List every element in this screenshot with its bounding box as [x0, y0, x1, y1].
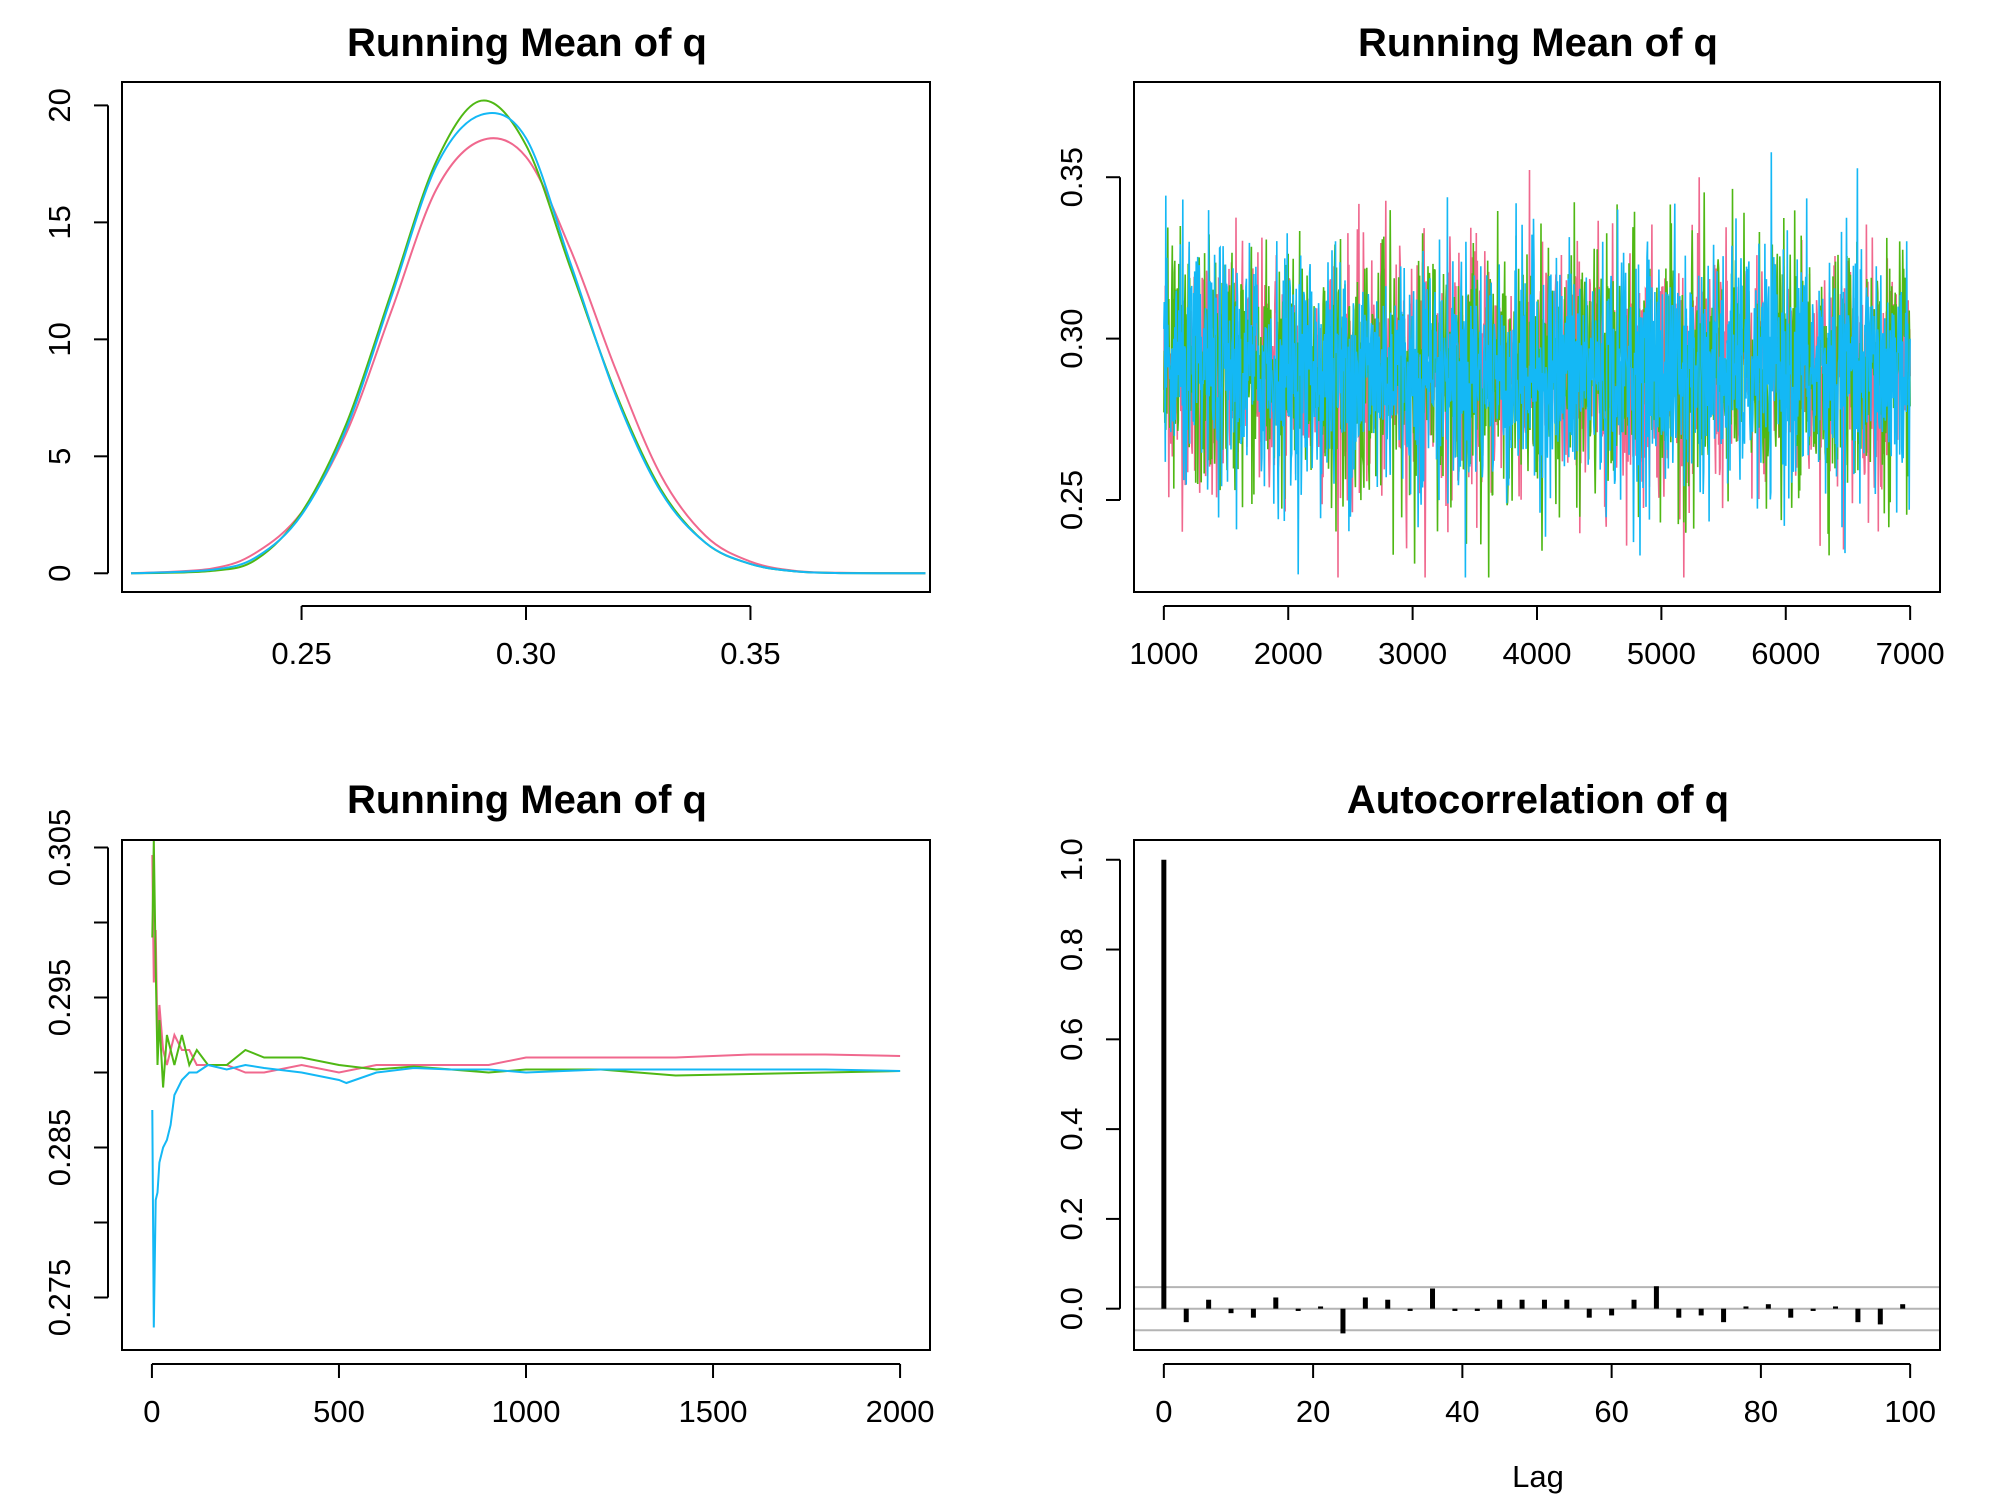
- panel-density: Running Mean of q 0.25 0.30 0.35 0 5 10 15 20: [42, 21, 931, 671]
- x-tick-label: 2000: [866, 1394, 935, 1429]
- y-tick-label: 0.2: [1054, 1197, 1089, 1240]
- y-tick-label: 0.0: [1054, 1287, 1089, 1330]
- x-tick-label: 60: [1594, 1394, 1628, 1429]
- x-tick-label: 4000: [1503, 636, 1572, 671]
- trace-plot-frame: [1133, 81, 1941, 593]
- y-tick-label: 1.0: [1054, 838, 1089, 881]
- autocorrelation-plot-title: Autocorrelation of q: [1347, 778, 1729, 822]
- x-tick-label: 2000: [1254, 636, 1323, 671]
- density-line-chain-2: [130, 99, 926, 575]
- y-tick-label: 0.305: [42, 809, 77, 887]
- running-mean-series-group: [151, 839, 901, 1328]
- y-tick-label: 0.25: [1054, 470, 1089, 530]
- density-x-axis: 0.25 0.30 0.35: [271, 605, 781, 671]
- running-mean-x-axis: 0 500 1000 1500 2000: [143, 1363, 935, 1429]
- y-tick-label: 0.4: [1054, 1108, 1089, 1151]
- x-tick-label: 1500: [679, 1394, 748, 1429]
- x-tick-label: 80: [1744, 1394, 1778, 1429]
- autocorrelation-bars: [1161, 859, 1906, 1334]
- y-tick-label: 10: [42, 322, 77, 356]
- x-tick-label: 1000: [1129, 636, 1198, 671]
- running-mean-line-chain-2: [151, 839, 901, 1088]
- x-tick-label: 3000: [1378, 636, 1447, 671]
- x-tick-label: 100: [1884, 1394, 1936, 1429]
- x-tick-label: 0: [143, 1394, 160, 1429]
- x-tick-label: 5000: [1627, 636, 1696, 671]
- panel-trace: Running Mean of q 1000 2000 3000 4000 5000 60…: [1054, 21, 1945, 671]
- density-line-chain-1: [130, 137, 926, 575]
- x-tick-label: 7000: [1876, 636, 1945, 671]
- x-tick-label: 20: [1296, 1394, 1330, 1429]
- confidence-band-lines: [1134, 1286, 1940, 1332]
- trace-x-axis: 1000 2000 3000 4000 5000 6000 7000: [1129, 605, 1945, 671]
- running-mean-line-chain-3: [151, 1063, 901, 1328]
- x-tick-label: 6000: [1751, 636, 1820, 671]
- y-tick-label: 0: [42, 565, 77, 582]
- y-tick-label: 0.295: [42, 959, 77, 1037]
- running-mean-plot-frame: [121, 839, 931, 1351]
- density-y-axis: 0 5 10 15 20: [42, 88, 109, 582]
- x-tick-label: 500: [313, 1394, 365, 1429]
- y-tick-label: 0.30: [1054, 308, 1089, 368]
- autocorrelation-x-axis: 0 20 40 60 80 100: [1155, 1363, 1936, 1429]
- trace-line-chain-3: [1163, 152, 1911, 578]
- x-tick-label: 0.35: [720, 636, 780, 671]
- panel-running-mean: Running Mean of q 0 500 1000 1500 2000 0.275…: [42, 778, 935, 1429]
- density-line-chain-3: [130, 111, 926, 575]
- lag-axis-label: Lag: [1512, 1459, 1564, 1494]
- x-tick-label: 0.25: [271, 636, 331, 671]
- running-mean-plot-title: Running Mean of q: [347, 778, 707, 822]
- trace-y-axis: 0.25 0.30 0.35: [1054, 147, 1121, 530]
- x-tick-label: 0: [1155, 1394, 1172, 1429]
- running-mean-line-chain-1: [151, 854, 901, 1074]
- running-mean-y-axis: 0.275 0.285 0.295 0.305: [42, 809, 109, 1337]
- density-series-group: [130, 99, 926, 575]
- autocorrelation-plot-frame: [1133, 839, 1941, 1351]
- density-plot-title: Running Mean of q: [347, 21, 707, 65]
- autocorrelation-y-axis: 0.0 0.2 0.4 0.6 0.8 1.0: [1054, 838, 1121, 1330]
- trace-plot-title: Running Mean of q: [1358, 21, 1718, 65]
- y-tick-label: 0.275: [42, 1259, 77, 1337]
- y-tick-label: 0.285: [42, 1109, 77, 1187]
- x-tick-label: 40: [1445, 1394, 1479, 1429]
- y-tick-label: 5: [42, 448, 77, 465]
- trace-series-group: [1163, 152, 1911, 578]
- y-tick-label: 20: [42, 88, 77, 122]
- y-tick-label: 0.8: [1054, 928, 1089, 971]
- y-tick-label: 0.6: [1054, 1018, 1089, 1061]
- panel-autocorrelation: Autocorrelation of q 0 20 40 60 80 100 0.0 0.2…: [1054, 778, 1941, 1494]
- density-plot-frame: [121, 81, 931, 593]
- y-tick-label: 15: [42, 205, 77, 239]
- y-tick-label: 0.35: [1054, 147, 1089, 207]
- x-tick-label: 1000: [492, 1394, 561, 1429]
- x-tick-label: 0.30: [496, 636, 556, 671]
